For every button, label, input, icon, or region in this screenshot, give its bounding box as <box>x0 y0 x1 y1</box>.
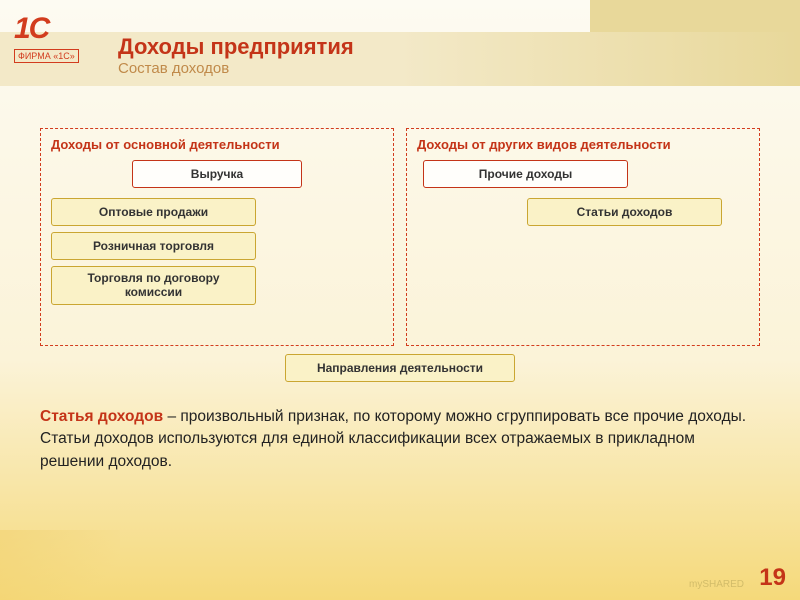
panel-other-activity: Доходы от других видов деятельности Проч… <box>406 128 760 346</box>
box-income-articles: Статьи доходов <box>527 198 722 226</box>
logo-brand: 1C <box>14 12 84 46</box>
box-revenue: Выручка <box>132 160 302 188</box>
page-number: 19 <box>759 564 786 592</box>
panel-right-title: Доходы от других видов деятельности <box>417 137 749 152</box>
content-area: Доходы от основной деятельности Выручка … <box>40 128 760 473</box>
description-paragraph: Статья доходов – произвольный признак, п… <box>40 406 760 473</box>
diagram-panels: Доходы от основной деятельности Выручка … <box>40 128 760 346</box>
page-title-block: Доходы предприятия Состав доходов <box>118 34 354 77</box>
panel-left-title: Доходы от основной деятельности <box>51 137 383 152</box>
box-commission: Торговля по договору комиссии <box>51 266 256 305</box>
watermark: mySHARED <box>689 579 744 590</box>
page-title: Доходы предприятия <box>118 34 354 60</box>
paragraph-lead: Статья доходов <box>40 408 163 425</box>
logo-1c: 1C ФИРМА «1С» <box>14 12 84 64</box>
box-activity-directions: Направления деятельности <box>285 354 515 382</box>
panel-main-activity: Доходы от основной деятельности Выручка … <box>40 128 394 346</box>
corner-decoration <box>0 530 120 600</box>
box-other-income: Прочие доходы <box>423 160 628 188</box>
logo-sublabel: ФИРМА «1С» <box>14 49 79 63</box>
page-subtitle: Состав доходов <box>118 60 354 77</box>
left-items: Оптовые продажи Розничная торговля Торго… <box>51 198 383 305</box>
box-retail: Розничная торговля <box>51 232 256 260</box>
box-wholesale: Оптовые продажи <box>51 198 256 226</box>
